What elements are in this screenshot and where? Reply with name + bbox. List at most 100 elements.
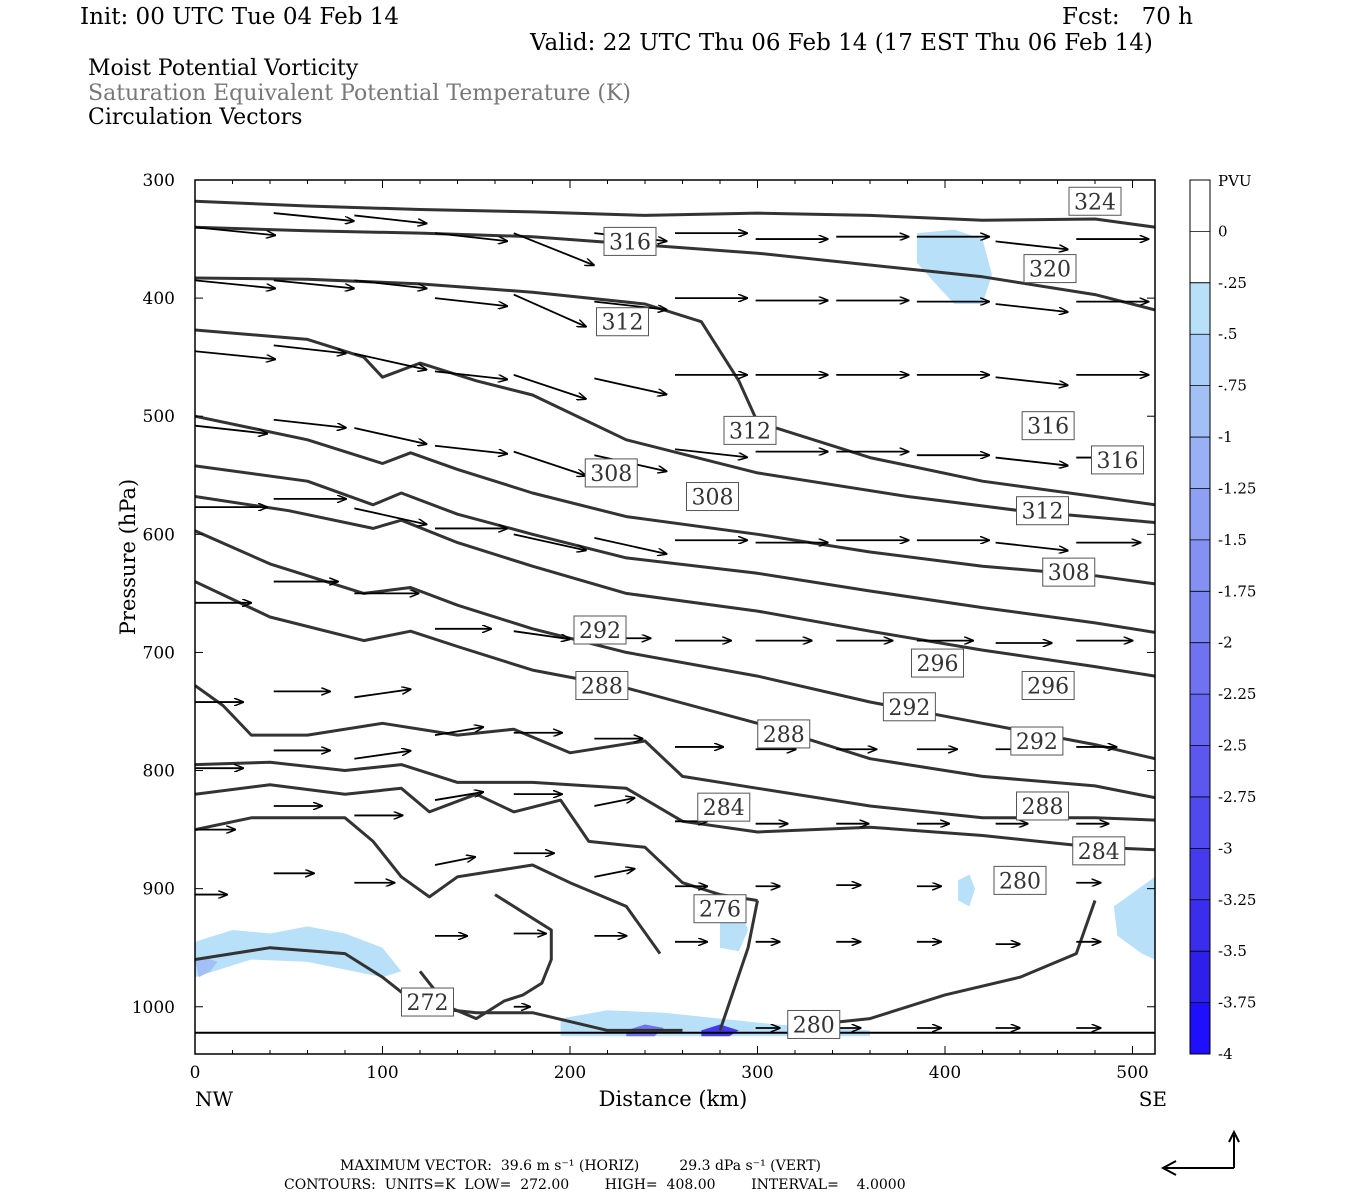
pv-shading xyxy=(958,874,975,907)
circulation-vector xyxy=(995,376,1068,385)
circulation-vector xyxy=(354,427,426,444)
contour-label-box xyxy=(693,894,747,924)
contour-label-box xyxy=(401,987,454,1017)
contour-label-box xyxy=(1016,791,1069,821)
circulation-vector xyxy=(354,279,426,288)
circulation-vector xyxy=(594,798,634,807)
colorbar-tick-label: -.25 xyxy=(1218,274,1247,292)
contour-label-box xyxy=(603,226,657,256)
circulation-vector xyxy=(995,240,1068,249)
colorbar-segment xyxy=(1190,745,1210,797)
title-mpv: Moist Potential Vorticity xyxy=(88,56,359,81)
colorbar-segment xyxy=(1190,642,1210,695)
x-tick-label: 0 xyxy=(190,1063,201,1083)
circulation-vector xyxy=(434,727,483,736)
contour-label: 316 xyxy=(1097,449,1139,474)
circulation-vector xyxy=(434,444,507,454)
colorbar-segment xyxy=(1190,591,1210,643)
colorbar-segment xyxy=(1190,694,1210,746)
circulation-vector xyxy=(674,448,747,457)
circulation-vector xyxy=(195,226,275,235)
contour-label-box xyxy=(911,648,964,678)
title-vectors: Circulation Vectors xyxy=(88,105,303,130)
contour-label-box xyxy=(1023,254,1077,284)
y-tick-label: 600 xyxy=(143,525,175,545)
contour-label-box xyxy=(787,1009,841,1039)
contour-label: 284 xyxy=(1078,840,1120,865)
theta-es-contour xyxy=(195,783,758,902)
theta-es-contour xyxy=(195,464,1155,634)
circulation-vector xyxy=(354,352,426,370)
circulation-vector xyxy=(434,370,507,379)
y-tick-label: 700 xyxy=(143,643,175,663)
circulation-vector xyxy=(513,533,586,550)
plot-area: 324 316 320 312 312 316 316 308 308 312 308 292 296 2… xyxy=(195,186,1155,1039)
y-tick-label: 500 xyxy=(143,407,175,427)
contour-label: 284 xyxy=(703,796,745,821)
circulation-vector xyxy=(594,377,666,394)
contour-label: 280 xyxy=(793,1013,835,1038)
y-axis-label: Pressure (hPa) xyxy=(116,479,140,635)
theta-es-contour xyxy=(195,225,1155,312)
y-tick-label: 300 xyxy=(143,171,175,191)
contour-label-box xyxy=(1091,445,1144,475)
colorbar-segment xyxy=(1190,1002,1210,1054)
contour-label: 296 xyxy=(917,652,959,677)
contour-label: 288 xyxy=(581,675,623,700)
contour-label: 292 xyxy=(888,696,930,721)
x-tick-label: 300 xyxy=(741,1063,773,1083)
circulation-vector xyxy=(513,374,586,399)
circulation-vector xyxy=(273,279,354,288)
contour-label-box xyxy=(1016,496,1069,526)
max-vector-note: MAXIMUM VECTOR: 39.6 m s⁻¹ (HORIZ) 29.3 … xyxy=(340,1158,822,1174)
circulation-vector xyxy=(513,293,586,327)
colorbar-segment xyxy=(1190,282,1210,335)
pv-shading xyxy=(195,957,218,978)
colorbar-tick-label: -1.25 xyxy=(1218,479,1256,497)
circulation-vector xyxy=(513,450,586,476)
theta-es-contour xyxy=(813,900,1097,1026)
circulation-vector xyxy=(354,507,426,524)
theta-es-contour xyxy=(195,760,1155,852)
contour-label-box xyxy=(1072,836,1126,866)
y-tick-label: 800 xyxy=(143,762,175,782)
title-theta-es: Saturation Equivalent Potential Temperat… xyxy=(88,81,631,106)
colorbar-tick-label: 0 xyxy=(1218,222,1228,240)
theta-es-contour xyxy=(718,900,759,1031)
circulation-vector xyxy=(513,630,570,639)
theta-es-contour xyxy=(195,276,1155,507)
contour-label: 320 xyxy=(1029,258,1071,283)
colorbar-tick-label: -.5 xyxy=(1218,325,1237,343)
contour-label: 316 xyxy=(609,230,651,255)
colorbar-tick-label: -1 xyxy=(1218,428,1233,446)
circulation-vector xyxy=(273,418,346,428)
x-end-label-nw: NW xyxy=(195,1087,234,1111)
contour-label-box xyxy=(573,615,627,645)
theta-es-contour xyxy=(195,199,1155,229)
x-tick-label: 200 xyxy=(554,1063,586,1083)
colorbar-unit-label: PVU xyxy=(1218,172,1252,190)
colorbar-segment xyxy=(1190,334,1210,386)
contour-label-box xyxy=(1068,186,1122,216)
contour-label: 312 xyxy=(729,419,771,444)
colorbar-segment xyxy=(1190,488,1210,540)
plot-frame xyxy=(194,179,1156,1055)
theta-es-contour xyxy=(195,684,1155,822)
contour-label-box xyxy=(993,865,1047,895)
circulation-vector xyxy=(354,214,426,223)
contour-label: 280 xyxy=(999,869,1041,894)
circulation-vector xyxy=(434,857,475,866)
colorbar-tick-label: -1.75 xyxy=(1218,582,1256,600)
contour-label: 296 xyxy=(1027,675,1069,700)
colorbar-segment xyxy=(1190,951,1210,1003)
contour-label: 288 xyxy=(1022,795,1064,820)
contour-label: 324 xyxy=(1074,190,1116,215)
theta-es-contour xyxy=(195,816,662,955)
contour-label-box xyxy=(1010,726,1064,756)
x-end-label-se: SE xyxy=(1139,1087,1167,1111)
circulation-vector xyxy=(995,456,1068,466)
contour-info: CONTOURS: UNITS=K LOW= 272.00 HIGH= 408.… xyxy=(284,1177,906,1193)
colorbar-segment xyxy=(1190,848,1210,900)
circulation-vector xyxy=(195,350,275,359)
contour-label-box xyxy=(1021,671,1075,701)
